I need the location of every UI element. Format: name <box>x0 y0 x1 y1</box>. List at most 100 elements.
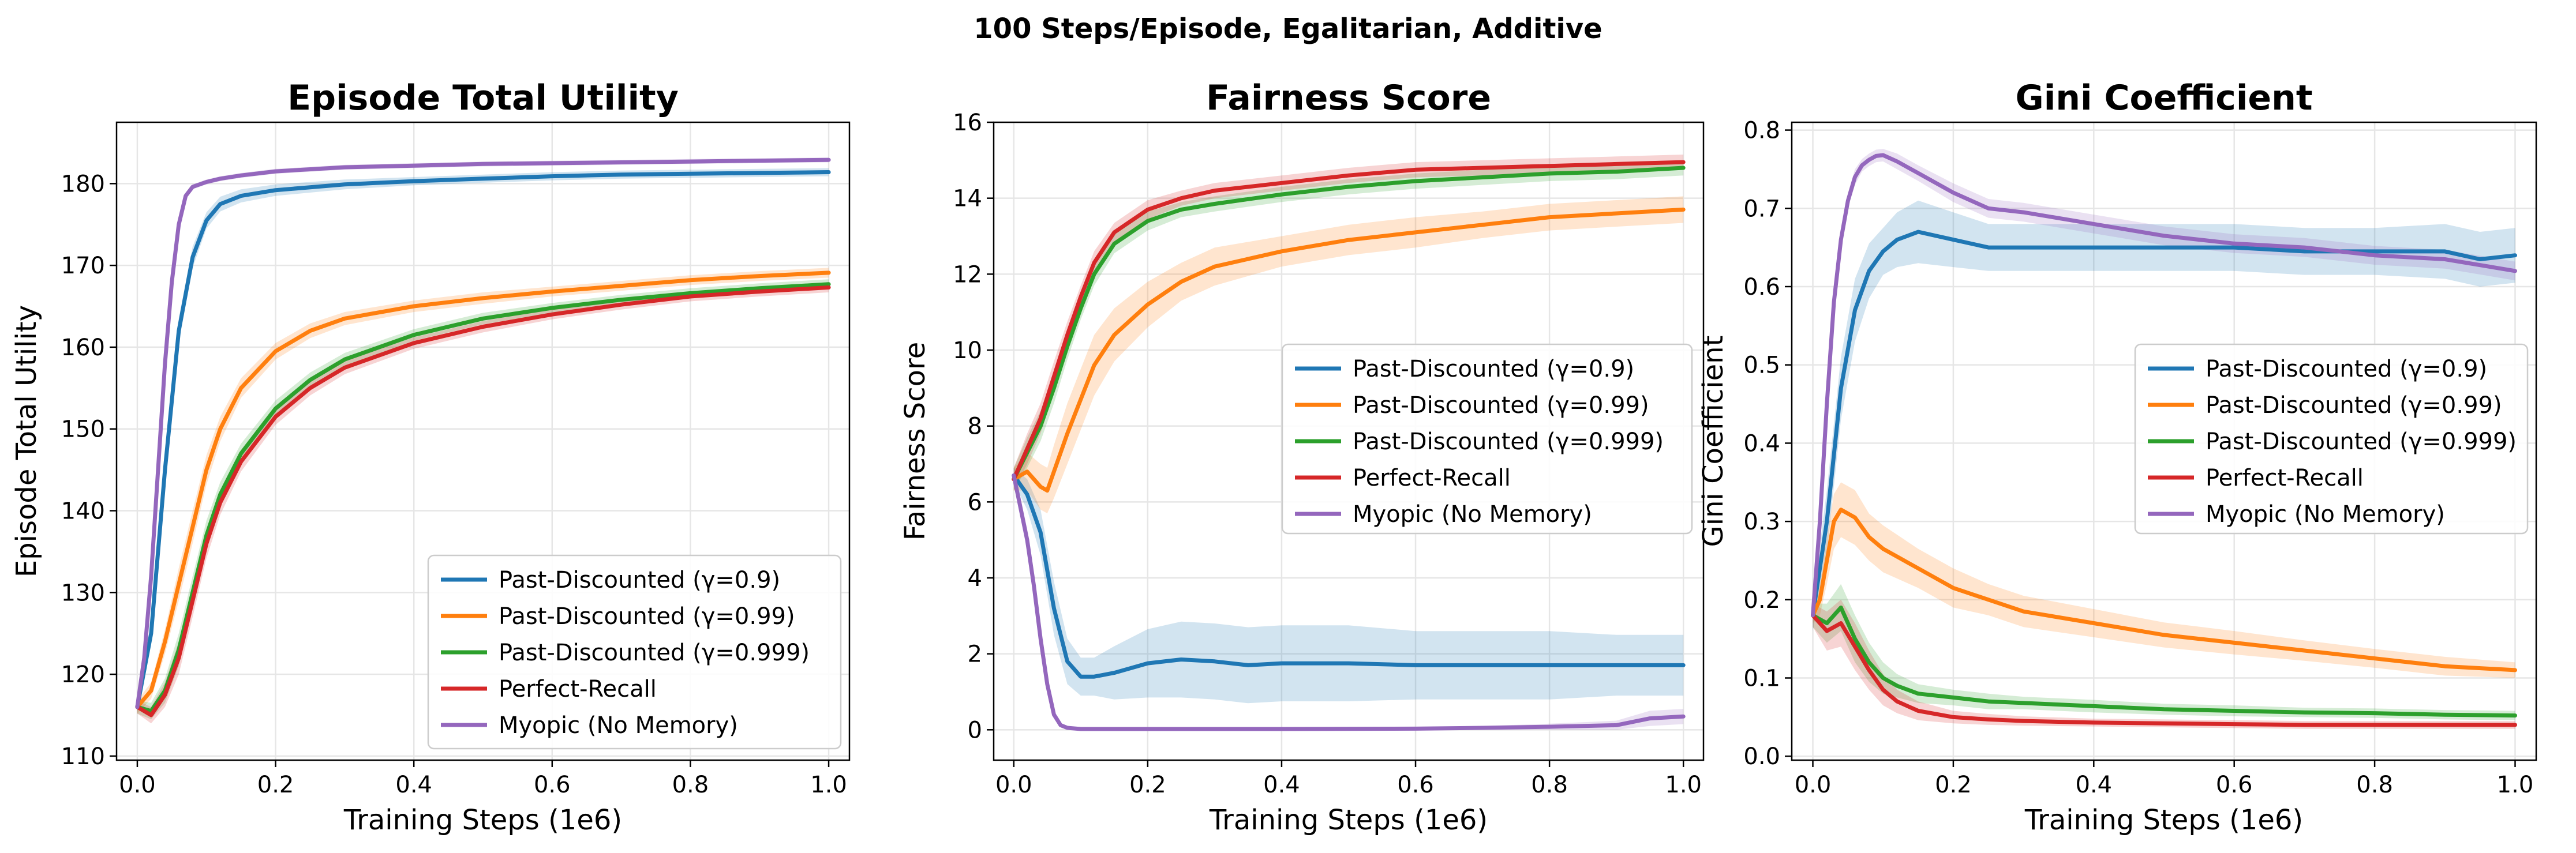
series-line-pd099 <box>1012 207 1686 493</box>
series-line-myopic <box>1012 473 1686 731</box>
chart-title: Fairness Score <box>1206 78 1491 118</box>
series-line-perfect <box>135 285 831 717</box>
series-line-myopic <box>135 157 831 709</box>
x-tick-label: 0.6 <box>534 772 571 798</box>
x-tick-label: 0.2 <box>1129 772 1166 798</box>
y-tick-label: 0.2 <box>1743 587 1780 614</box>
legend-label-myopic: Myopic (No Memory) <box>1353 501 1592 528</box>
chart-title: Episode Total Utility <box>287 78 679 118</box>
axes-frame <box>115 121 851 761</box>
legend-label-pd099: Past-Discounted (γ=0.99) <box>2206 392 2502 419</box>
legend-label-pd09: Past-Discounted (γ=0.9) <box>1353 356 1634 382</box>
y-tick-label: 0.1 <box>1743 666 1780 692</box>
y-tick-label: 0.4 <box>1743 430 1780 457</box>
y-axis-label: Gini Coefficient <box>1697 336 1729 547</box>
y-tick-label: 14 <box>953 186 982 212</box>
series-band-pd09 <box>1013 468 1684 704</box>
x-tick-label: 0.4 <box>1263 772 1300 798</box>
legend-label-perfect: Perfect-Recall <box>499 676 657 702</box>
series-band-pd099 <box>1013 196 1684 514</box>
legend: Past-Discounted (γ=0.9) Past-Discounted (… <box>2134 343 2529 535</box>
series-line-pd0999 <box>1811 605 2517 718</box>
x-tick-label: 0.4 <box>2075 772 2112 798</box>
legend: Past-Discounted (γ=0.9) Past-Discounted (… <box>1281 343 1693 535</box>
chart-title: Gini Coefficient <box>2015 78 2312 118</box>
legend-label-pd09: Past-Discounted (γ=0.9) <box>2206 356 2487 382</box>
legend-label-myopic: Myopic (No Memory) <box>2206 501 2445 528</box>
y-tick-label: 4 <box>968 565 982 592</box>
legend-label-pd0999: Past-Discounted (γ=0.999) <box>2206 429 2517 455</box>
y-tick-label: 0.6 <box>1743 274 1780 300</box>
y-tick-label: 0.8 <box>1743 118 1780 144</box>
x-tick-label: 0.0 <box>119 772 156 798</box>
chart-panel-1: 0.0 0.2 0.4 0.6 0.8 1.0 110 120 130 140 150 160 170 1… <box>10 78 851 836</box>
series-band-perfect <box>137 282 829 724</box>
x-tick-label: 1.0 <box>2497 772 2534 798</box>
series-line-pd099 <box>1811 508 2517 672</box>
chart-panel-2: 0.0 0.2 0.4 0.6 0.8 1.0 0 2 4 6 8 10 12 14 16 Fairness … <box>899 78 1705 836</box>
x-tick-label: 1.0 <box>810 772 847 798</box>
series-band-pd09 <box>1813 200 2515 632</box>
y-tick-label: 0.0 <box>1743 743 1780 770</box>
y-tick-label: 0.5 <box>1743 352 1780 379</box>
y-axis-label: Episode Total Utility <box>10 305 43 577</box>
y-tick-label: 12 <box>953 261 982 288</box>
axes-frame <box>993 121 1705 761</box>
x-tick-label: 0.8 <box>1531 772 1568 798</box>
x-tick-label: 0.2 <box>1935 772 1972 798</box>
x-axis-label: Training Steps (1e6) <box>2024 804 2303 836</box>
legend-label-pd09: Past-Discounted (γ=0.9) <box>499 567 780 593</box>
x-tick-label: 0.6 <box>2216 772 2253 798</box>
series-line-pd09 <box>1012 473 1686 679</box>
y-tick-label: 8 <box>968 414 982 440</box>
y-tick-label: 160 <box>61 335 105 361</box>
legend-label-perfect: Perfect-Recall <box>2206 465 2364 491</box>
y-tick-label: 6 <box>968 489 982 516</box>
x-tick-label: 0.8 <box>2356 772 2393 798</box>
y-tick-label: 0.7 <box>1743 196 1780 222</box>
legend-box <box>427 554 842 750</box>
series-line-pd0999 <box>135 282 831 713</box>
legend-box <box>1281 343 1693 535</box>
y-tick-label: 170 <box>61 253 105 279</box>
series-line-perfect <box>1012 160 1686 482</box>
axes-frame <box>1791 121 2537 761</box>
x-tick-label: 0.6 <box>1397 772 1434 798</box>
legend: Past-Discounted (γ=0.9) Past-Discounted (… <box>427 554 842 750</box>
series-line-pd09 <box>135 170 831 709</box>
y-tick-label: 180 <box>61 171 105 197</box>
legend-label-pd0999: Past-Discounted (γ=0.999) <box>1353 429 1664 455</box>
y-axis-label: Fairness Score <box>899 342 931 541</box>
y-tick-label: 110 <box>61 743 105 770</box>
series-band-pd099 <box>1813 482 2515 678</box>
y-tick-label: 16 <box>953 110 982 136</box>
x-tick-label: 0.4 <box>395 772 432 798</box>
y-tick-label: 10 <box>953 337 982 364</box>
y-tick-label: 150 <box>61 416 105 443</box>
legend-label-perfect: Perfect-Recall <box>1353 465 1511 491</box>
y-tick-label: 120 <box>61 662 105 688</box>
legend-label-myopic: Myopic (No Memory) <box>499 712 738 739</box>
x-tick-label: 0.0 <box>1795 772 1832 798</box>
chart-panel-3: 0.0 0.2 0.4 0.6 0.8 1.0 0.0 0.1 0.2 0.3 0.4 0.5 0.6 0… <box>1697 78 2537 836</box>
y-tick-label: 2 <box>968 641 982 668</box>
series-line-pd0999 <box>1012 166 1686 482</box>
legend-label-pd099: Past-Discounted (γ=0.99) <box>499 603 795 630</box>
series-line-pd099 <box>135 270 831 709</box>
x-tick-label: 0.0 <box>995 772 1032 798</box>
x-axis-label: Training Steps (1e6) <box>1209 804 1488 836</box>
legend-box <box>2134 343 2529 535</box>
figure-suptitle: 100 Steps/Episode, Egalitarian, Additive <box>974 13 1602 45</box>
series-line-myopic <box>1811 153 2517 618</box>
series-band-myopic <box>1813 149 2515 623</box>
x-axis-label: Training Steps (1e6) <box>343 804 622 836</box>
y-tick-label: 0 <box>968 717 982 743</box>
x-tick-label: 1.0 <box>1665 772 1702 798</box>
y-tick-label: 140 <box>61 498 105 525</box>
x-tick-label: 0.8 <box>672 772 709 798</box>
y-tick-label: 0.3 <box>1743 509 1780 535</box>
y-tick-label: 130 <box>61 580 105 606</box>
x-tick-label: 0.2 <box>257 772 294 798</box>
legend-label-pd0999: Past-Discounted (γ=0.999) <box>499 640 810 666</box>
